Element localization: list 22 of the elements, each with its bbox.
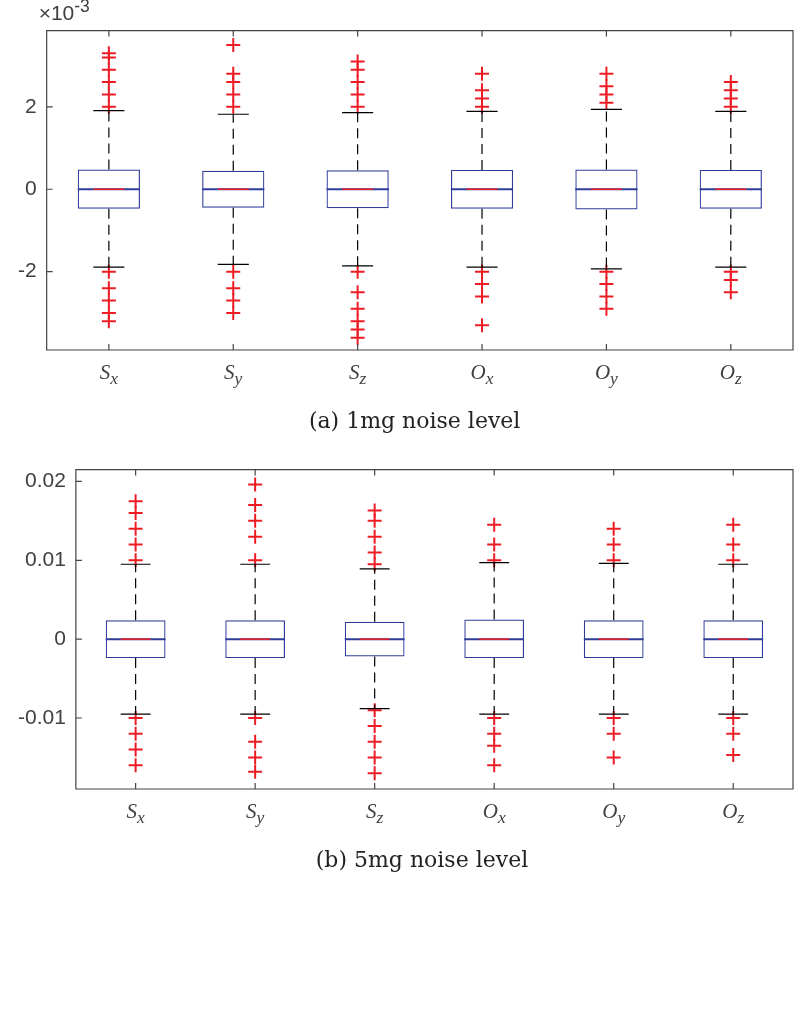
x-tick-label: O$_{z}$ [721, 799, 746, 829]
x-tick-label: O$_{z}$ [718, 360, 743, 390]
text: (b) 5mg noise level [314, 847, 530, 872]
x-tick-label: O$_{x}$ [481, 799, 507, 829]
x-tick-label: O$_{x}$ [469, 360, 495, 390]
x-tick-label: S$_{y}$ [223, 360, 244, 390]
x-tick-label: O$_{y}$ [593, 360, 619, 390]
y-tick-label: 0 [54, 625, 66, 649]
text: (a) 1mg noise level [307, 408, 522, 433]
y-tick-label: 2 [24, 93, 37, 117]
x-tick-label: S$_{z}$ [348, 360, 368, 390]
x-tick-label: S$_{y}$ [245, 799, 266, 829]
y-tick-label: 0.02 [24, 468, 66, 492]
x-tick-label: S$_{z}$ [365, 799, 385, 829]
y-tick-label: 0 [24, 176, 37, 200]
y-tick-label: -2 [17, 258, 37, 282]
x-tick-label: O$_{y}$ [601, 799, 627, 829]
x-tick-label: S$_{x}$ [98, 360, 119, 390]
y-tick-label: 0.01 [24, 547, 66, 571]
y-tick-label: -0.01 [17, 704, 66, 728]
x-tick-label: S$_{x}$ [125, 799, 146, 829]
text: ×10$^{-3}$ [38, 0, 90, 25]
